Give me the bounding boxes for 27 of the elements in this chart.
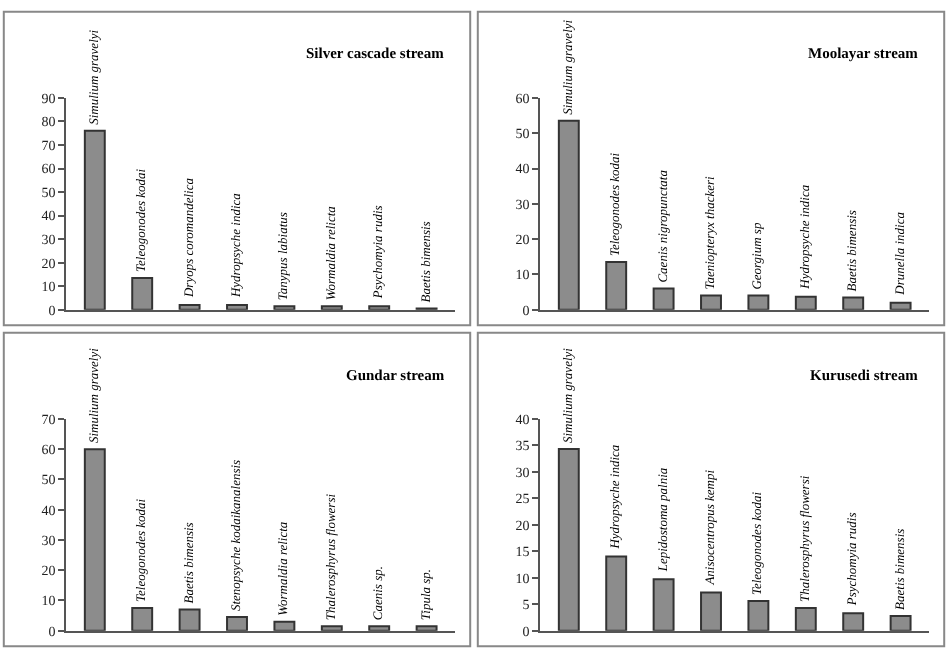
bar: [557, 448, 580, 631]
bar: [652, 287, 675, 310]
bar: [700, 294, 722, 310]
bar: [605, 555, 628, 631]
bar: [747, 294, 770, 310]
bar: [557, 119, 580, 310]
bar: [605, 261, 628, 310]
bar: [747, 600, 770, 631]
bar: [273, 620, 296, 631]
bar: [794, 606, 817, 631]
bar: [83, 129, 106, 310]
bar: [131, 607, 154, 631]
bar: [178, 304, 201, 310]
bar: [700, 591, 722, 631]
bar: [368, 625, 391, 631]
bar: [842, 612, 865, 631]
bar: [652, 578, 675, 631]
bar: [226, 304, 248, 310]
bar: [794, 295, 817, 310]
bar: [889, 614, 912, 631]
bar: [226, 616, 248, 631]
bar: [842, 296, 865, 310]
bar: [131, 276, 154, 310]
bar: [320, 625, 343, 631]
bar: [178, 608, 201, 631]
bar: [83, 448, 106, 631]
bar: [415, 625, 438, 631]
